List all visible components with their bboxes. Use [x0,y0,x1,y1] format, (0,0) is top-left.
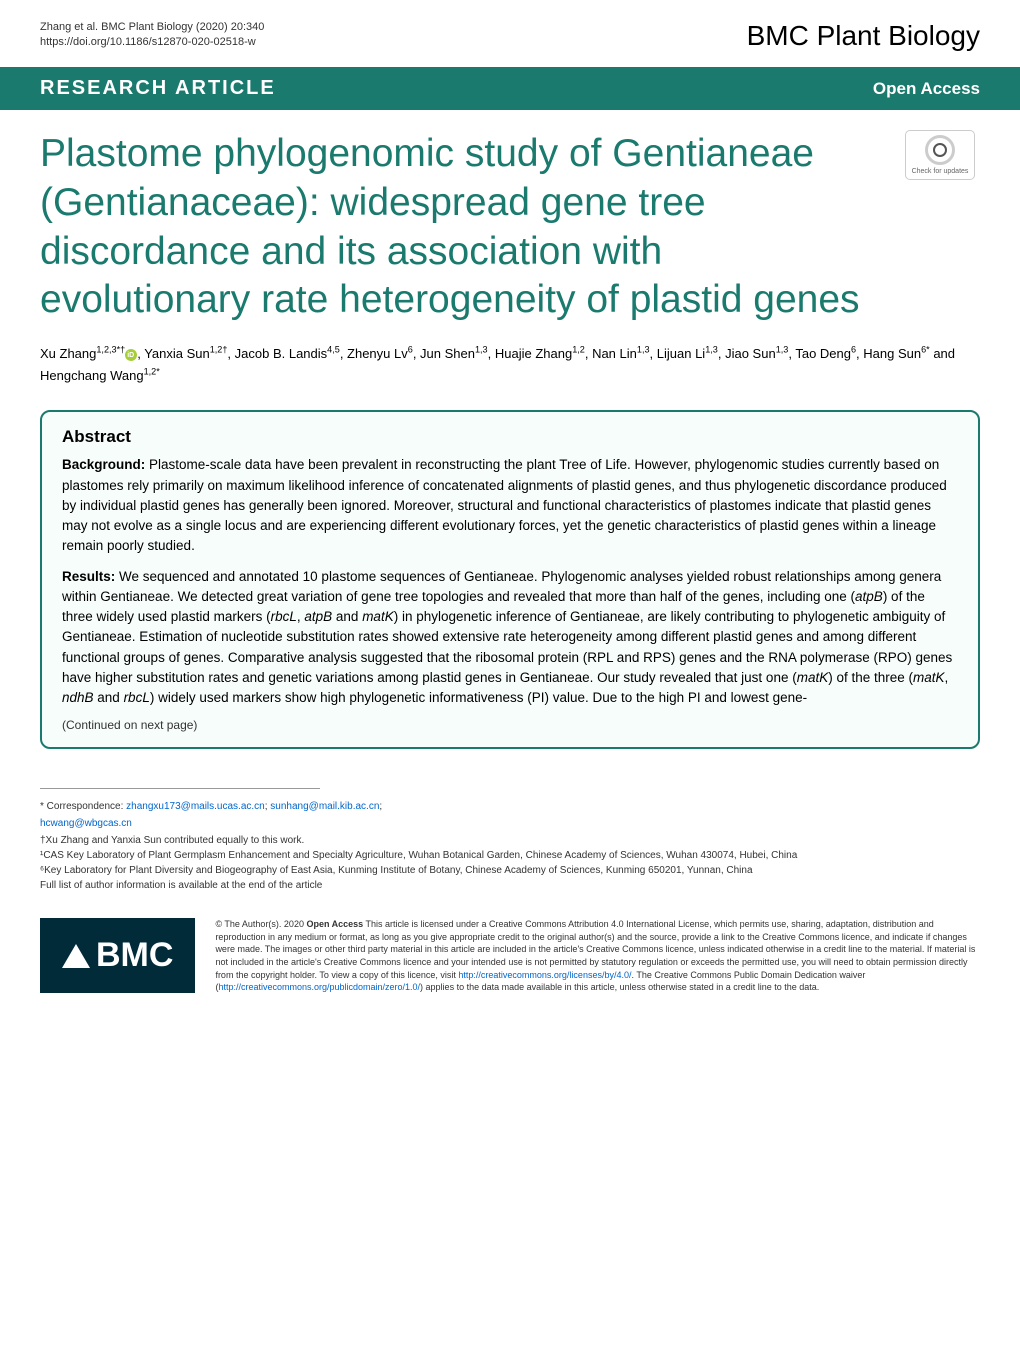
header-top: Zhang et al. BMC Plant Biology (2020) 20… [0,0,1020,67]
author-list-part1: Xu Zhang1,2,3*† [40,346,125,361]
abstract-background: Background: Plastome-scale data have bee… [62,455,958,556]
contribution-note: †Xu Zhang and Yanxia Sun contributed equ… [40,833,980,848]
full-author-list-note: Full list of author information is avail… [40,878,980,893]
article-title: Plastome phylogenomic study of Gentianea… [40,130,880,325]
author-list-part2: , Yanxia Sun1,2†, Jacob B. Landis4,5, Zh… [40,346,955,383]
cc-license-link[interactable]: http://creativecommons.org/licenses/by/4… [458,970,631,980]
abstract-results: Results: We sequenced and annotated 10 p… [62,567,958,709]
results-text: We sequenced and annotated 10 plastome s… [62,569,952,706]
abstract-box: Abstract Background: Plastome-scale data… [40,410,980,749]
bottom-bar: BMC © The Author(s). 2020 Open Access Th… [0,903,1020,1019]
abstract-heading: Abstract [62,427,958,447]
bmc-text: BMC [96,936,173,975]
correspondence-label: * Correspondence: [40,801,126,812]
correspondence-line: * Correspondence: zhangxu173@mails.ucas.… [40,799,980,814]
title-section: Plastome phylogenomic study of Gentianea… [0,110,1020,335]
email-3[interactable]: hcwang@wbgcas.cn [40,818,132,829]
email-2[interactable]: sunhang@mail.kib.ac.cn [270,801,379,812]
orcid-icon[interactable] [125,349,137,361]
affiliation-1: ¹CAS Key Laboratory of Plant Germplasm E… [40,848,980,863]
journal-name: BMC Plant Biology [747,20,980,52]
email-line-2: hcwang@wbgcas.cn [40,816,980,831]
bmc-logo: BMC [40,918,195,993]
article-type-bar: RESEARCH ARTICLE Open Access [0,67,1020,110]
continued-note: (Continued on next page) [62,718,958,732]
affiliation-6: ⁶Key Laboratory for Plant Diversity and … [40,863,980,878]
background-text: Plastome-scale data have been prevalent … [62,457,947,553]
citation-block: Zhang et al. BMC Plant Biology (2020) 20… [40,20,264,51]
citation-doi: https://doi.org/10.1186/s12870-020-02518… [40,35,264,50]
crossmark-label: Check for updates [912,168,969,175]
footer-divider [40,788,320,789]
badge-column: Check for updates [900,130,980,325]
bmc-triangle-icon [62,944,90,968]
email-1[interactable]: zhangxu173@mails.ucas.ac.cn [126,801,265,812]
citation-line-1: Zhang et al. BMC Plant Biology (2020) 20… [40,20,264,35]
article-type-label: RESEARCH ARTICLE [40,77,276,100]
authors-block: Xu Zhang1,2,3*†, Yanxia Sun1,2†, Jacob B… [0,335,1020,395]
license-text: © The Author(s). 2020 Open Access This a… [215,918,980,994]
footer-section: * Correspondence: zhangxu173@mails.ucas.… [0,764,1020,903]
crossmark-badge[interactable]: Check for updates [905,130,975,180]
cc-waiver-link[interactable]: http://creativecommons.org/publicdomain/… [218,982,420,992]
crossmark-icon [925,135,955,165]
open-access-label: Open Access [873,79,980,99]
background-label: Background: [62,457,149,472]
results-label: Results: [62,569,119,584]
